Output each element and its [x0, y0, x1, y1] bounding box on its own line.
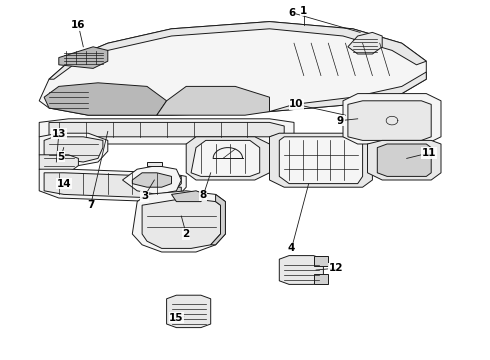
Polygon shape	[348, 101, 431, 140]
Text: 1: 1	[300, 6, 307, 16]
Text: 5: 5	[58, 152, 65, 162]
Polygon shape	[49, 122, 284, 137]
Polygon shape	[172, 191, 206, 202]
Polygon shape	[343, 94, 441, 144]
Polygon shape	[49, 22, 426, 79]
Text: 15: 15	[169, 312, 184, 323]
Polygon shape	[59, 47, 108, 68]
Text: 10: 10	[289, 99, 304, 109]
Polygon shape	[211, 194, 225, 245]
Polygon shape	[39, 133, 108, 166]
Polygon shape	[44, 83, 167, 115]
Polygon shape	[167, 295, 211, 328]
Text: 2: 2	[183, 229, 190, 239]
Polygon shape	[279, 256, 323, 284]
Polygon shape	[270, 72, 426, 112]
Text: 8: 8	[200, 190, 207, 200]
Text: 4: 4	[288, 243, 295, 253]
Polygon shape	[348, 32, 382, 54]
Polygon shape	[157, 86, 270, 115]
Polygon shape	[39, 22, 426, 115]
Polygon shape	[314, 256, 328, 266]
Polygon shape	[132, 173, 172, 187]
Polygon shape	[343, 108, 363, 122]
Text: 3: 3	[141, 191, 148, 201]
Polygon shape	[39, 169, 186, 202]
Polygon shape	[377, 144, 431, 176]
Polygon shape	[191, 140, 260, 176]
Polygon shape	[147, 162, 162, 166]
Polygon shape	[44, 173, 181, 198]
Polygon shape	[39, 119, 294, 144]
Polygon shape	[368, 140, 441, 180]
Text: 11: 11	[421, 148, 436, 158]
Text: 13: 13	[51, 129, 66, 139]
Polygon shape	[186, 137, 270, 180]
Text: 12: 12	[328, 263, 343, 273]
Text: 6: 6	[288, 8, 295, 18]
Polygon shape	[39, 155, 78, 173]
Polygon shape	[279, 137, 363, 184]
Text: 9: 9	[337, 116, 344, 126]
Text: 16: 16	[71, 20, 86, 30]
Polygon shape	[162, 187, 181, 202]
Text: 14: 14	[56, 179, 71, 189]
Polygon shape	[314, 274, 328, 284]
Text: 7: 7	[87, 200, 95, 210]
Polygon shape	[142, 198, 220, 248]
Polygon shape	[122, 166, 181, 194]
Polygon shape	[44, 137, 103, 162]
Polygon shape	[132, 191, 225, 252]
Polygon shape	[147, 194, 162, 202]
Polygon shape	[270, 133, 372, 187]
